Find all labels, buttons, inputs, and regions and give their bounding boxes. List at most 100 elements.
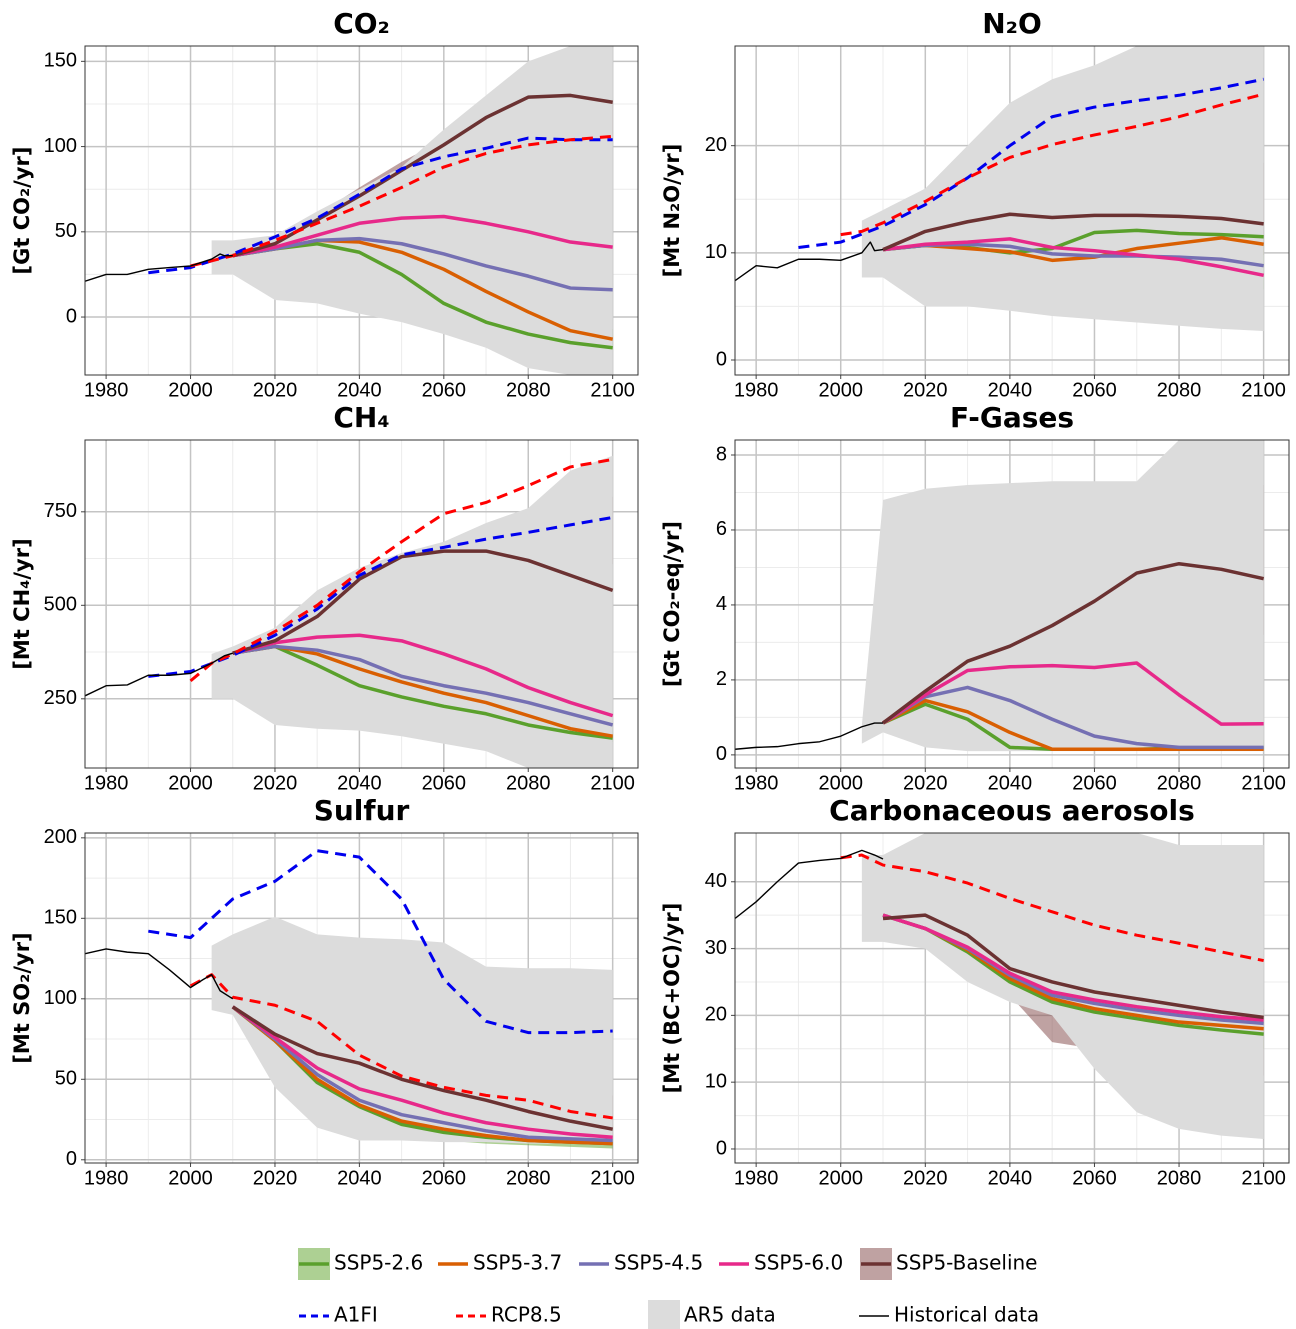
series-line — [882, 698, 1264, 752]
series-line — [148, 849, 613, 1035]
chart-title: Carbonaceous aerosols — [829, 794, 1195, 827]
x-tick-label: 2040 — [337, 379, 382, 401]
x-tick-label: 1980 — [84, 772, 129, 794]
x-tick-label: 2040 — [337, 772, 382, 794]
x-tick-label: 2040 — [988, 379, 1033, 401]
series-line — [882, 236, 1264, 263]
series-line — [231, 1005, 613, 1139]
x-tick-label: 2060 — [422, 379, 467, 401]
legend-label: SSP5-2.6 — [334, 1251, 423, 1275]
range-band — [211, 916, 613, 1144]
legend-label: SSP5-3.7 — [473, 1251, 562, 1275]
series-line — [881, 561, 1265, 725]
y-axis-label: [Mt N₂O/yr] — [660, 144, 684, 278]
x-tick-label: 2060 — [1072, 772, 1117, 794]
y-tick-label: 0 — [66, 305, 77, 327]
y-tick-label: 2 — [716, 668, 727, 690]
series-line — [882, 913, 1264, 1022]
y-tick-label: 0 — [716, 743, 727, 765]
y-tick-label: 0 — [716, 1137, 727, 1159]
series-line — [882, 237, 1264, 278]
legend: SSP5-2.6 SSP5-3.7 SSP5-4.5 SSP5-6.0 SSP5-Bas… — [298, 1248, 1039, 1329]
panel: 1980 2000 2020 2040 2060 2080 2100 0 2 4 6 8 F-Gases… — [660, 401, 1290, 794]
x-tick-label: 2020 — [253, 1167, 298, 1189]
plot-data — [735, 46, 1289, 375]
legend-label: SSP5-4.5 — [614, 1251, 703, 1275]
chart-title: CH₄ — [333, 401, 389, 434]
legend-label: SSP5-Baseline — [896, 1251, 1037, 1275]
y-axis-label: [Mt CH₄/yr] — [10, 538, 34, 669]
series-line — [231, 1005, 613, 1143]
legend-label: Historical data — [894, 1303, 1039, 1327]
series-line — [735, 241, 884, 282]
y-tick-label: 4 — [716, 593, 727, 615]
x-tick-label: 2000 — [818, 1167, 863, 1189]
x-tick-label: 2100 — [590, 772, 635, 794]
x-tick-label: 2060 — [1072, 379, 1117, 401]
x-tick-label: 2000 — [818, 772, 863, 794]
series-line — [232, 633, 614, 718]
legend-swatch — [648, 1300, 680, 1329]
series-line — [231, 1005, 613, 1131]
x-tick-label: 2020 — [903, 379, 948, 401]
series-line — [840, 853, 1264, 963]
y-tick-label: 100 — [44, 135, 77, 157]
x-tick-label: 2020 — [903, 1167, 948, 1189]
legend-label: RCP8.5 — [491, 1303, 562, 1327]
x-tick-label: 2060 — [422, 1167, 467, 1189]
x-tick-label: 2100 — [1241, 1167, 1286, 1189]
x-tick-label: 2060 — [1072, 1167, 1117, 1189]
y-axis-label: [Gt CO₂-eq/yr] — [660, 521, 684, 687]
y-tick-label: 100 — [44, 987, 77, 1009]
x-tick-label: 2040 — [988, 772, 1033, 794]
series-line — [882, 212, 1264, 252]
series-line — [882, 661, 1264, 726]
x-tick-label: 2100 — [1241, 379, 1286, 401]
y-tick-label: 20 — [705, 1004, 727, 1026]
x-tick-label: 1980 — [734, 1167, 779, 1189]
legend-label: SSP5-6.0 — [754, 1251, 843, 1275]
x-tick-label: 1980 — [84, 1167, 129, 1189]
x-tick-label: 1980 — [734, 379, 779, 401]
panel: 1980 2000 2020 2040 2060 2080 2100 0 10 20 30 40 Car… — [660, 794, 1290, 1189]
x-tick-label: 1980 — [84, 379, 129, 401]
legend-label: AR5 data — [684, 1303, 776, 1327]
x-tick-label: 2020 — [903, 772, 948, 794]
range-band — [211, 46, 613, 375]
x-tick-label: 2100 — [1241, 772, 1286, 794]
legend-label: A1FI — [334, 1303, 378, 1327]
chart-title: CO₂ — [333, 7, 390, 40]
y-tick-label: 150 — [44, 907, 77, 929]
x-tick-label: 2000 — [168, 379, 213, 401]
x-tick-label: 2080 — [506, 772, 551, 794]
y-axis-label: [Mt (BC+OC)/yr] — [660, 903, 684, 1094]
y-tick-label: 750 — [44, 500, 77, 522]
y-tick-label: 0 — [716, 348, 727, 370]
series-line — [882, 685, 1264, 750]
x-tick-label: 2080 — [1157, 772, 1202, 794]
series-line — [232, 644, 614, 727]
y-tick-label: 6 — [716, 518, 727, 540]
y-tick-label: 150 — [44, 50, 77, 72]
plot-frame — [734, 832, 1290, 1164]
series-line — [85, 652, 233, 697]
y-tick-label: 10 — [705, 241, 727, 263]
series-line — [798, 77, 1264, 249]
series-line — [189, 457, 613, 683]
series-line — [735, 849, 884, 920]
y-axis-label: [Gt CO₂/yr] — [10, 147, 34, 275]
plot-data — [85, 440, 638, 768]
x-tick-label: 2060 — [422, 772, 467, 794]
y-tick-label: 20 — [705, 134, 727, 156]
y-tick-label: 500 — [44, 594, 77, 616]
plot-frame — [734, 439, 1290, 769]
x-tick-label: 2100 — [590, 1167, 635, 1189]
y-tick-label: 50 — [55, 1068, 77, 1090]
x-tick-label: 2100 — [590, 379, 635, 401]
series-line — [232, 214, 613, 258]
series-line — [232, 644, 613, 738]
plot-data — [735, 833, 1289, 1163]
plot-data — [85, 46, 638, 375]
y-tick-label: 200 — [44, 826, 77, 848]
